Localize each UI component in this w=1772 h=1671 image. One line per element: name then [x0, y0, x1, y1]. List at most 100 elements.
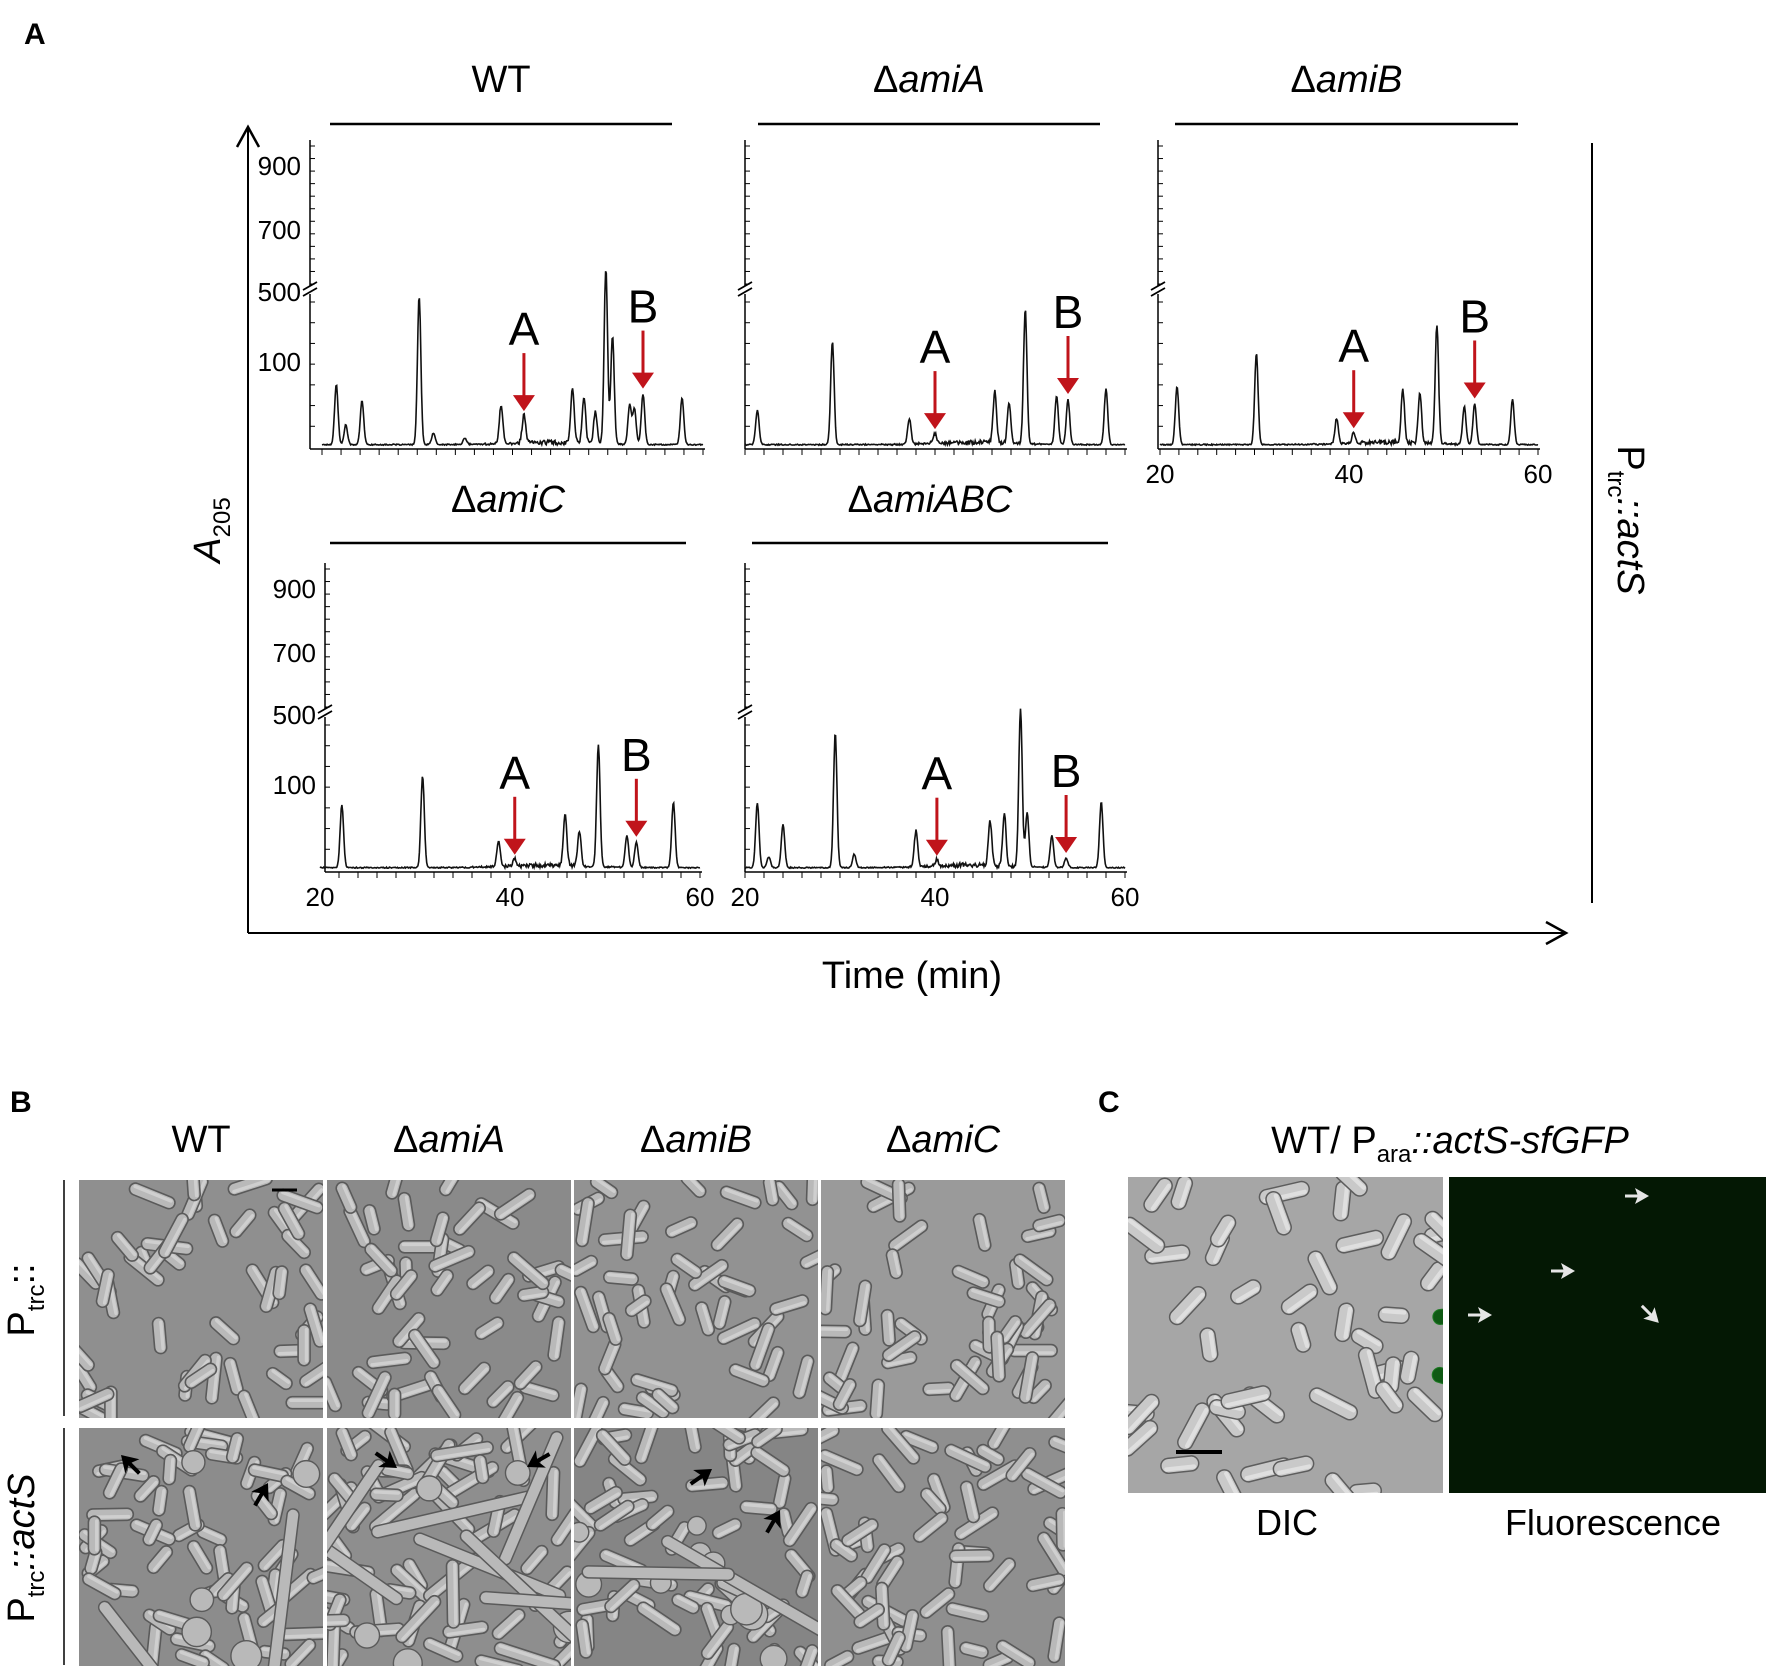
cell-field [821, 1428, 1065, 1666]
b-micrograph-r1-c1 [79, 1180, 323, 1418]
cell [545, 1465, 561, 1522]
cell [110, 1230, 140, 1262]
cell [488, 1272, 516, 1305]
cell [158, 1212, 189, 1259]
cell [795, 1569, 814, 1599]
cell [1380, 1213, 1413, 1261]
peak-a-label: A [922, 748, 953, 800]
cell [474, 1316, 505, 1341]
cell-field [327, 1428, 571, 1666]
a-condition-label: Ptrc::actS [1602, 445, 1651, 594]
cell [881, 1428, 921, 1465]
cell [769, 1294, 810, 1316]
cell [821, 1464, 835, 1494]
cell [717, 1274, 757, 1298]
cell [700, 1620, 735, 1660]
cell [1039, 1393, 1065, 1418]
cell [1170, 1177, 1194, 1211]
cell [750, 1445, 791, 1478]
cell [1399, 1350, 1420, 1385]
chromatogram-y-tick-label: 900 [258, 151, 301, 181]
panel-a-letter: A [24, 18, 46, 51]
cell [665, 1216, 698, 1239]
cell [959, 1641, 989, 1660]
cell [617, 1402, 655, 1418]
peak-a-label: A [920, 321, 951, 373]
cell [880, 1308, 896, 1347]
cell [1308, 1387, 1359, 1421]
cell [712, 1295, 732, 1330]
chromatogram-y-tick-label: 900 [273, 574, 316, 604]
cell [79, 1387, 115, 1414]
filamentous-cell [581, 1565, 735, 1582]
cell [1424, 1210, 1443, 1246]
a-x-axis-label: Time (min) [822, 955, 1002, 997]
cell [1419, 1261, 1443, 1292]
svg-text:Ptrc::: Ptrc:: [1, 1263, 50, 1336]
peak-b-arrowhead [631, 372, 654, 389]
cell [1432, 1305, 1443, 1325]
cell [688, 1258, 729, 1292]
chromatogram-x-tick-label: 40 [496, 882, 525, 912]
cell [335, 1428, 358, 1462]
cell [781, 1216, 814, 1243]
cell [574, 1285, 600, 1334]
svg-text:A205: A205 [187, 497, 236, 564]
spherical-cell [353, 1622, 381, 1649]
cell [595, 1428, 632, 1466]
cell [387, 1387, 402, 1418]
panel-b-micrographs [79, 1180, 1065, 1666]
cell [589, 1180, 619, 1200]
cell [1128, 1216, 1166, 1254]
cell [585, 1395, 610, 1418]
cell [634, 1428, 659, 1465]
cell [209, 1316, 241, 1346]
cell [225, 1431, 245, 1464]
c-septum-arrow [1640, 1304, 1659, 1323]
cell [285, 1395, 323, 1410]
cell [738, 1396, 781, 1418]
cell [821, 1265, 835, 1316]
peak-b-arrowhead [1463, 382, 1486, 399]
chromatogram-trace [1159, 325, 1539, 448]
cell [805, 1180, 818, 1207]
cell [438, 1180, 462, 1197]
cell-field [821, 1180, 1065, 1418]
a-y-axis-label: A205 [187, 497, 236, 564]
chromatogram-x-tick-label: 20 [731, 882, 760, 912]
cell [922, 1381, 956, 1397]
pointer-arrow [251, 1483, 269, 1507]
cell [272, 1265, 289, 1301]
cell [593, 1499, 635, 1532]
cell [1019, 1298, 1057, 1340]
cell [990, 1330, 1006, 1383]
cell [1047, 1616, 1065, 1664]
b-column-title: ΔamiC [886, 1119, 1001, 1161]
filamentous-cell [479, 1590, 571, 1615]
cell [87, 1515, 102, 1556]
cell [458, 1361, 491, 1396]
cell [453, 1201, 486, 1236]
cell-field [79, 1180, 323, 1418]
cell [1431, 1366, 1443, 1391]
cell [1413, 1232, 1443, 1271]
cell [799, 1247, 818, 1270]
chromatogram-axis-break [1150, 281, 1166, 297]
chromatogram-3: ΔamiB 20 40 60 A B [1146, 59, 1553, 489]
cell [151, 1316, 168, 1355]
peak-b-label: B [1053, 286, 1084, 338]
cell [517, 1285, 550, 1302]
cell [694, 1301, 716, 1337]
cell [1143, 1177, 1173, 1213]
cell [772, 1471, 792, 1510]
panel-b-letter: B [10, 1086, 32, 1119]
pointer-arrow [689, 1469, 712, 1487]
cell [1032, 1181, 1051, 1214]
cell [297, 1324, 311, 1367]
cell [912, 1511, 949, 1543]
cell [389, 1269, 418, 1301]
cell [279, 1626, 323, 1642]
b-micrograph-r1-c3 [574, 1180, 818, 1418]
cell [397, 1191, 416, 1232]
